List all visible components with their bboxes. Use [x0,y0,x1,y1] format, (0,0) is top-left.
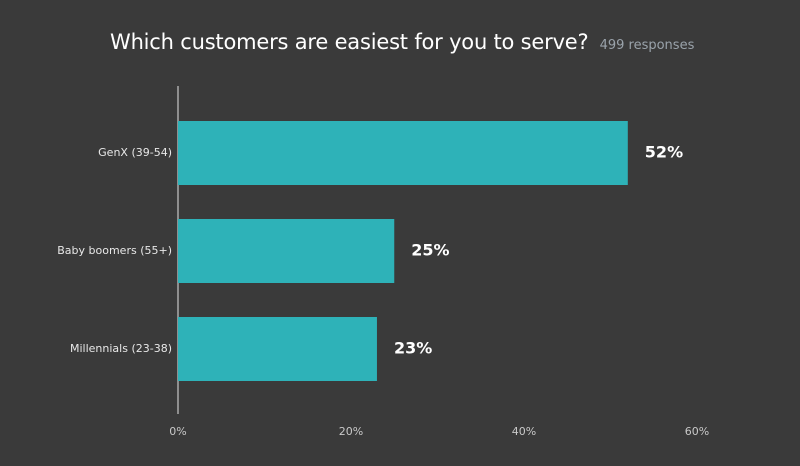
bar-2 [178,317,377,381]
bar-1 [178,219,395,283]
category-label-2: Millennials (23-38) [70,342,172,355]
bar-0 [178,121,628,185]
value-label-0: 52% [645,143,683,162]
category-labels: GenX (39-54) Baby boomers (55+) Millennial… [57,146,172,355]
x-tick-label-2: 40% [512,425,536,438]
category-label-0: GenX (39-54) [98,146,172,159]
x-axis-ticks: 0% 20% 40% 60% [169,425,709,438]
chart-header: Which customers are easiest for you to s… [110,30,694,54]
bars-group [178,121,628,381]
value-label-1: 25% [411,241,449,260]
x-tick-label-3: 60% [685,425,709,438]
response-count: 499 responses [599,38,695,53]
category-label-1: Baby boomers (55+) [57,244,172,257]
value-labels: 52% 25% 23% [394,143,683,358]
x-tick-label-1: 20% [339,425,363,438]
chart-title: Which customers are easiest for you to s… [110,30,589,54]
x-tick-label-0: 0% [169,425,186,438]
value-label-2: 23% [394,339,432,358]
